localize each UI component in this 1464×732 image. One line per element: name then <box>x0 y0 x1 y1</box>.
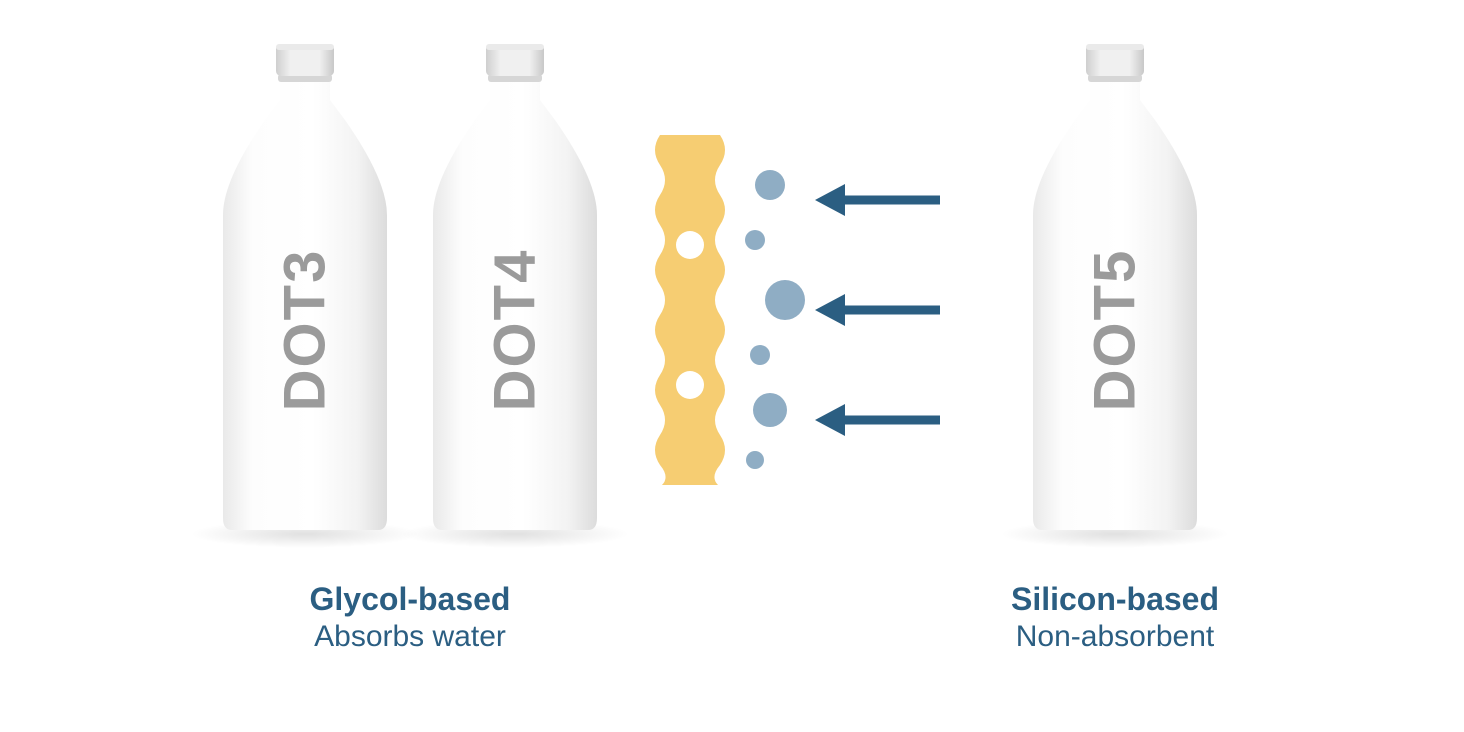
absorption-graphic-svg <box>620 130 960 490</box>
barrier-icon <box>655 135 725 485</box>
absorption-graphic <box>620 130 960 490</box>
caption-subtitle: Non-absorbent <box>965 618 1265 656</box>
arrows-icon <box>815 184 940 436</box>
bottle-label: DOT4 <box>482 249 549 412</box>
barrier-hole-icon <box>676 231 704 259</box>
water-droplets-icon <box>745 170 805 469</box>
caption-subtitle: Absorbs water <box>260 618 560 656</box>
barrier-hole-icon <box>676 371 704 399</box>
bottle-dot3: DOT3 <box>210 40 400 540</box>
caption-title: Glycol-based <box>260 580 560 618</box>
bottle-dot5: DOT5 <box>1020 40 1210 540</box>
bottle-dot4: DOT4 <box>420 40 610 540</box>
bottle-label: DOT5 <box>1082 249 1149 412</box>
caption-glycol: Glycol-based Absorbs water <box>260 580 560 656</box>
caption-silicon: Silicon-based Non-absorbent <box>965 580 1265 656</box>
bottle-label: DOT3 <box>272 249 339 412</box>
caption-title: Silicon-based <box>965 580 1265 618</box>
brake-fluid-diagram: DOT3 <box>0 0 1464 732</box>
